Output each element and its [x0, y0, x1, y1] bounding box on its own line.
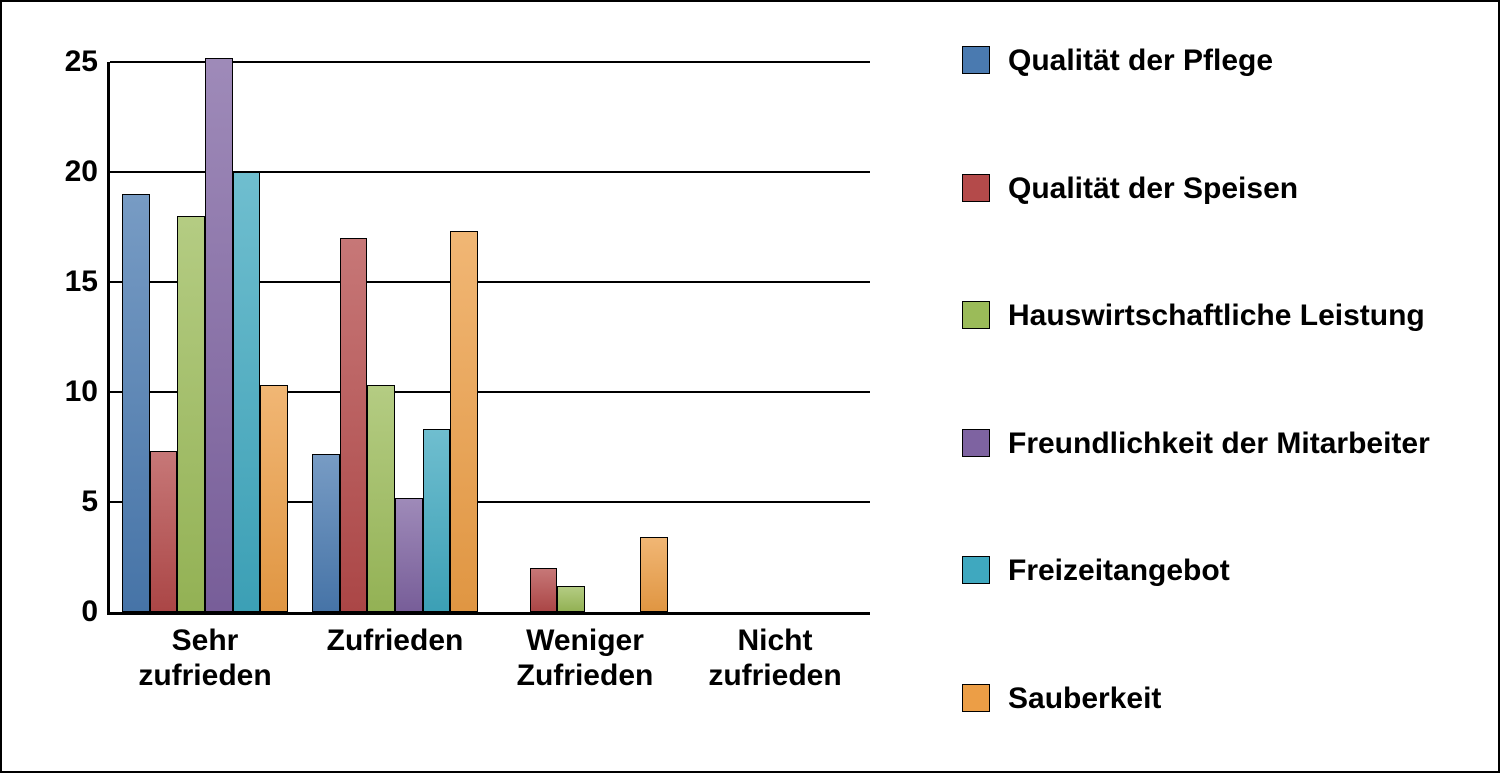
- bar: [530, 568, 558, 612]
- legend-item: Freizeitangebot: [962, 552, 1482, 590]
- x-category-label: Nichtzufrieden: [680, 624, 870, 693]
- legend-label: Qualität der Speisen: [1008, 170, 1298, 208]
- legend-swatch: [962, 46, 990, 74]
- bar: [177, 216, 205, 612]
- bar: [150, 451, 178, 612]
- bar: [340, 238, 368, 612]
- legend-swatch: [962, 174, 990, 202]
- legend-swatch: [962, 301, 990, 329]
- bar: [367, 385, 395, 612]
- legend-label: Sauberkeit: [1008, 680, 1161, 718]
- x-category-label: Sehrzufrieden: [110, 624, 300, 693]
- y-tick-label: 20: [65, 155, 98, 189]
- bar: [450, 231, 478, 612]
- legend-item: Sauberkeit: [962, 680, 1482, 718]
- bar: [233, 172, 261, 612]
- legend-label: Freundlichkeit der Mitarbeiter: [1008, 425, 1430, 463]
- bar: [423, 429, 451, 612]
- legend-item: Qualität der Pflege: [962, 42, 1482, 80]
- bar: [640, 537, 668, 612]
- bar: [557, 586, 585, 612]
- legend-item: Hauswirtschaftliche Leistung: [962, 297, 1482, 335]
- legend-item: Qualität der Speisen: [962, 170, 1482, 208]
- legend-swatch: [962, 684, 990, 712]
- y-tick-label: 15: [65, 265, 98, 299]
- bar: [205, 58, 233, 612]
- y-tick-label: 10: [65, 375, 98, 409]
- legend-item: Freundlichkeit der Mitarbeiter: [962, 425, 1482, 463]
- x-category-label: Zufrieden: [300, 624, 490, 659]
- x-category-label: WenigerZufrieden: [490, 624, 680, 693]
- bar: [260, 385, 288, 612]
- y-tick-label: 0: [81, 595, 98, 629]
- legend-label: Qualität der Pflege: [1008, 42, 1273, 80]
- legend-label: Freizeitangebot: [1008, 552, 1230, 590]
- legend-swatch: [962, 429, 990, 457]
- legend-swatch: [962, 556, 990, 584]
- chart-frame: 0 5 10 15 20 25 SehrzufriedenZufriedenWenigerZ…: [0, 0, 1500, 773]
- plot-area: 0510152025SehrzufriedenZufriedenWenigerZ…: [107, 62, 870, 615]
- bar: [312, 454, 340, 612]
- chart-area: 0 5 10 15 20 25 SehrzufriedenZufriedenWenigerZ…: [32, 32, 912, 732]
- y-tick-label: 5: [81, 485, 98, 519]
- bar: [395, 498, 423, 612]
- y-tick-label: 25: [65, 45, 98, 79]
- bar: [122, 194, 150, 612]
- legend: Qualität der Pflege Qualität der Speisen H…: [962, 42, 1482, 717]
- legend-label: Hauswirtschaftliche Leistung: [1008, 297, 1425, 335]
